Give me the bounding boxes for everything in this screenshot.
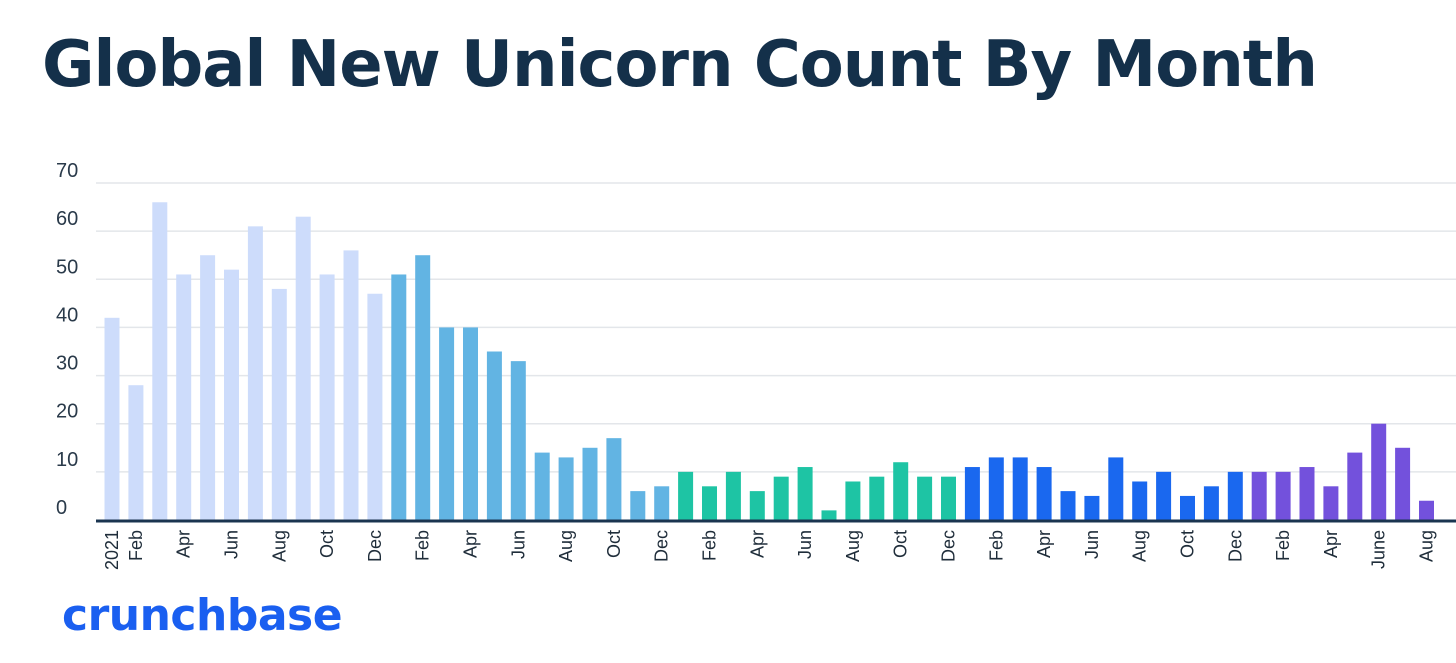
bar [1036,467,1052,520]
x-tick-label: Oct [1178,530,1198,558]
bar [224,269,239,520]
bar [1395,447,1411,520]
bar [941,476,956,520]
x-tick-label: Apr [747,530,767,558]
x-tick-label: Jun [222,530,242,559]
bar [988,457,1004,520]
bar [343,250,359,520]
y-tick-label: 70 [56,160,78,182]
bar [917,476,933,520]
bars [104,202,1434,521]
bar [463,327,478,520]
bar [271,288,287,520]
bar [1156,471,1172,520]
x-tick-label: Feb [126,530,146,561]
x-tick-label: Apr [461,530,481,558]
x-tick-label: Apr [174,530,194,558]
bar [247,226,263,521]
y-tick-label: 50 [56,256,78,278]
x-tick-label: Oct [317,530,337,558]
x-tick-label: Apr [1034,530,1054,558]
y-tick-label: 30 [56,353,78,375]
bar [1275,471,1291,520]
x-tick-label: Aug [269,530,289,562]
bar [200,255,216,520]
bar [128,385,144,520]
bar [630,491,646,520]
x-tick-label: 2021 [102,530,122,570]
y-tick-label: 0 [56,497,67,519]
y-tick-label: 10 [56,449,78,471]
bar [1108,457,1124,520]
bar [367,293,383,520]
bar [439,327,455,520]
x-tick-label: Feb [413,530,433,561]
bar [295,216,311,520]
x-tick-label: Feb [1273,530,1293,561]
bar [606,438,622,520]
x-tick-label: Dec [652,530,672,562]
x-tick-label: June [1369,530,1389,569]
y-tick-label: 40 [56,304,78,326]
bar [391,274,407,520]
x-tick-label: Jun [1082,530,1102,559]
bar [1323,486,1339,520]
bar [893,462,909,520]
bar [964,467,980,520]
x-tick-label: Aug [843,530,863,562]
y-tick-label: 20 [56,401,78,423]
y-tick-label: 60 [56,208,78,230]
chart-title: Global New Unicorn Count By Month [42,28,1318,102]
y-axis-ticks: 0 10 20 30 40 50 60 70 [56,160,78,519]
bar [104,317,120,520]
bar [558,457,574,520]
bar [845,481,861,520]
bar [821,510,837,520]
x-tick-label: Jun [795,530,815,559]
bar [773,476,789,520]
bar [869,476,885,520]
bar [510,361,526,520]
bar [1347,452,1363,520]
x-tick-label: Dec [939,530,959,562]
bar [1251,471,1267,520]
bar [702,486,717,520]
x-axis-ticks: 2021 Feb Apr Jun Aug Oct Dec Feb Apr Jun Aug Oct Dec… [102,530,1437,570]
bar [1203,486,1219,520]
x-tick-label: Aug [1417,530,1437,562]
bar [797,467,813,520]
x-tick-label: Apr [1321,530,1341,558]
x-tick-label: Dec [365,530,385,562]
x-tick-label: Feb [700,530,720,561]
x-tick-label: Dec [1225,530,1245,562]
bar [1012,457,1028,520]
x-tick-label: Oct [604,530,624,558]
bar [678,471,694,520]
bar [1084,495,1100,520]
x-tick-label: Aug [1130,530,1150,562]
bar [415,255,431,520]
x-tick-label: Feb [986,530,1006,561]
x-tick-label: Jun [508,530,528,559]
bar [582,447,598,520]
bar [1180,495,1195,520]
bar [1060,491,1076,520]
bar [1132,481,1148,520]
bar [1419,500,1434,520]
bar [152,202,168,520]
bar [1371,423,1387,520]
x-tick-label: Aug [556,530,576,562]
bar [319,274,335,520]
x-tick-label: Oct [891,530,911,558]
bar [534,452,550,520]
bar [176,274,192,520]
bar [654,486,670,520]
bar [1299,467,1315,520]
bar [749,491,765,520]
bar [725,471,741,520]
bar [486,351,502,520]
crunchbase-logo[interactable]: crunchbase [62,590,343,641]
bar [1227,471,1243,520]
